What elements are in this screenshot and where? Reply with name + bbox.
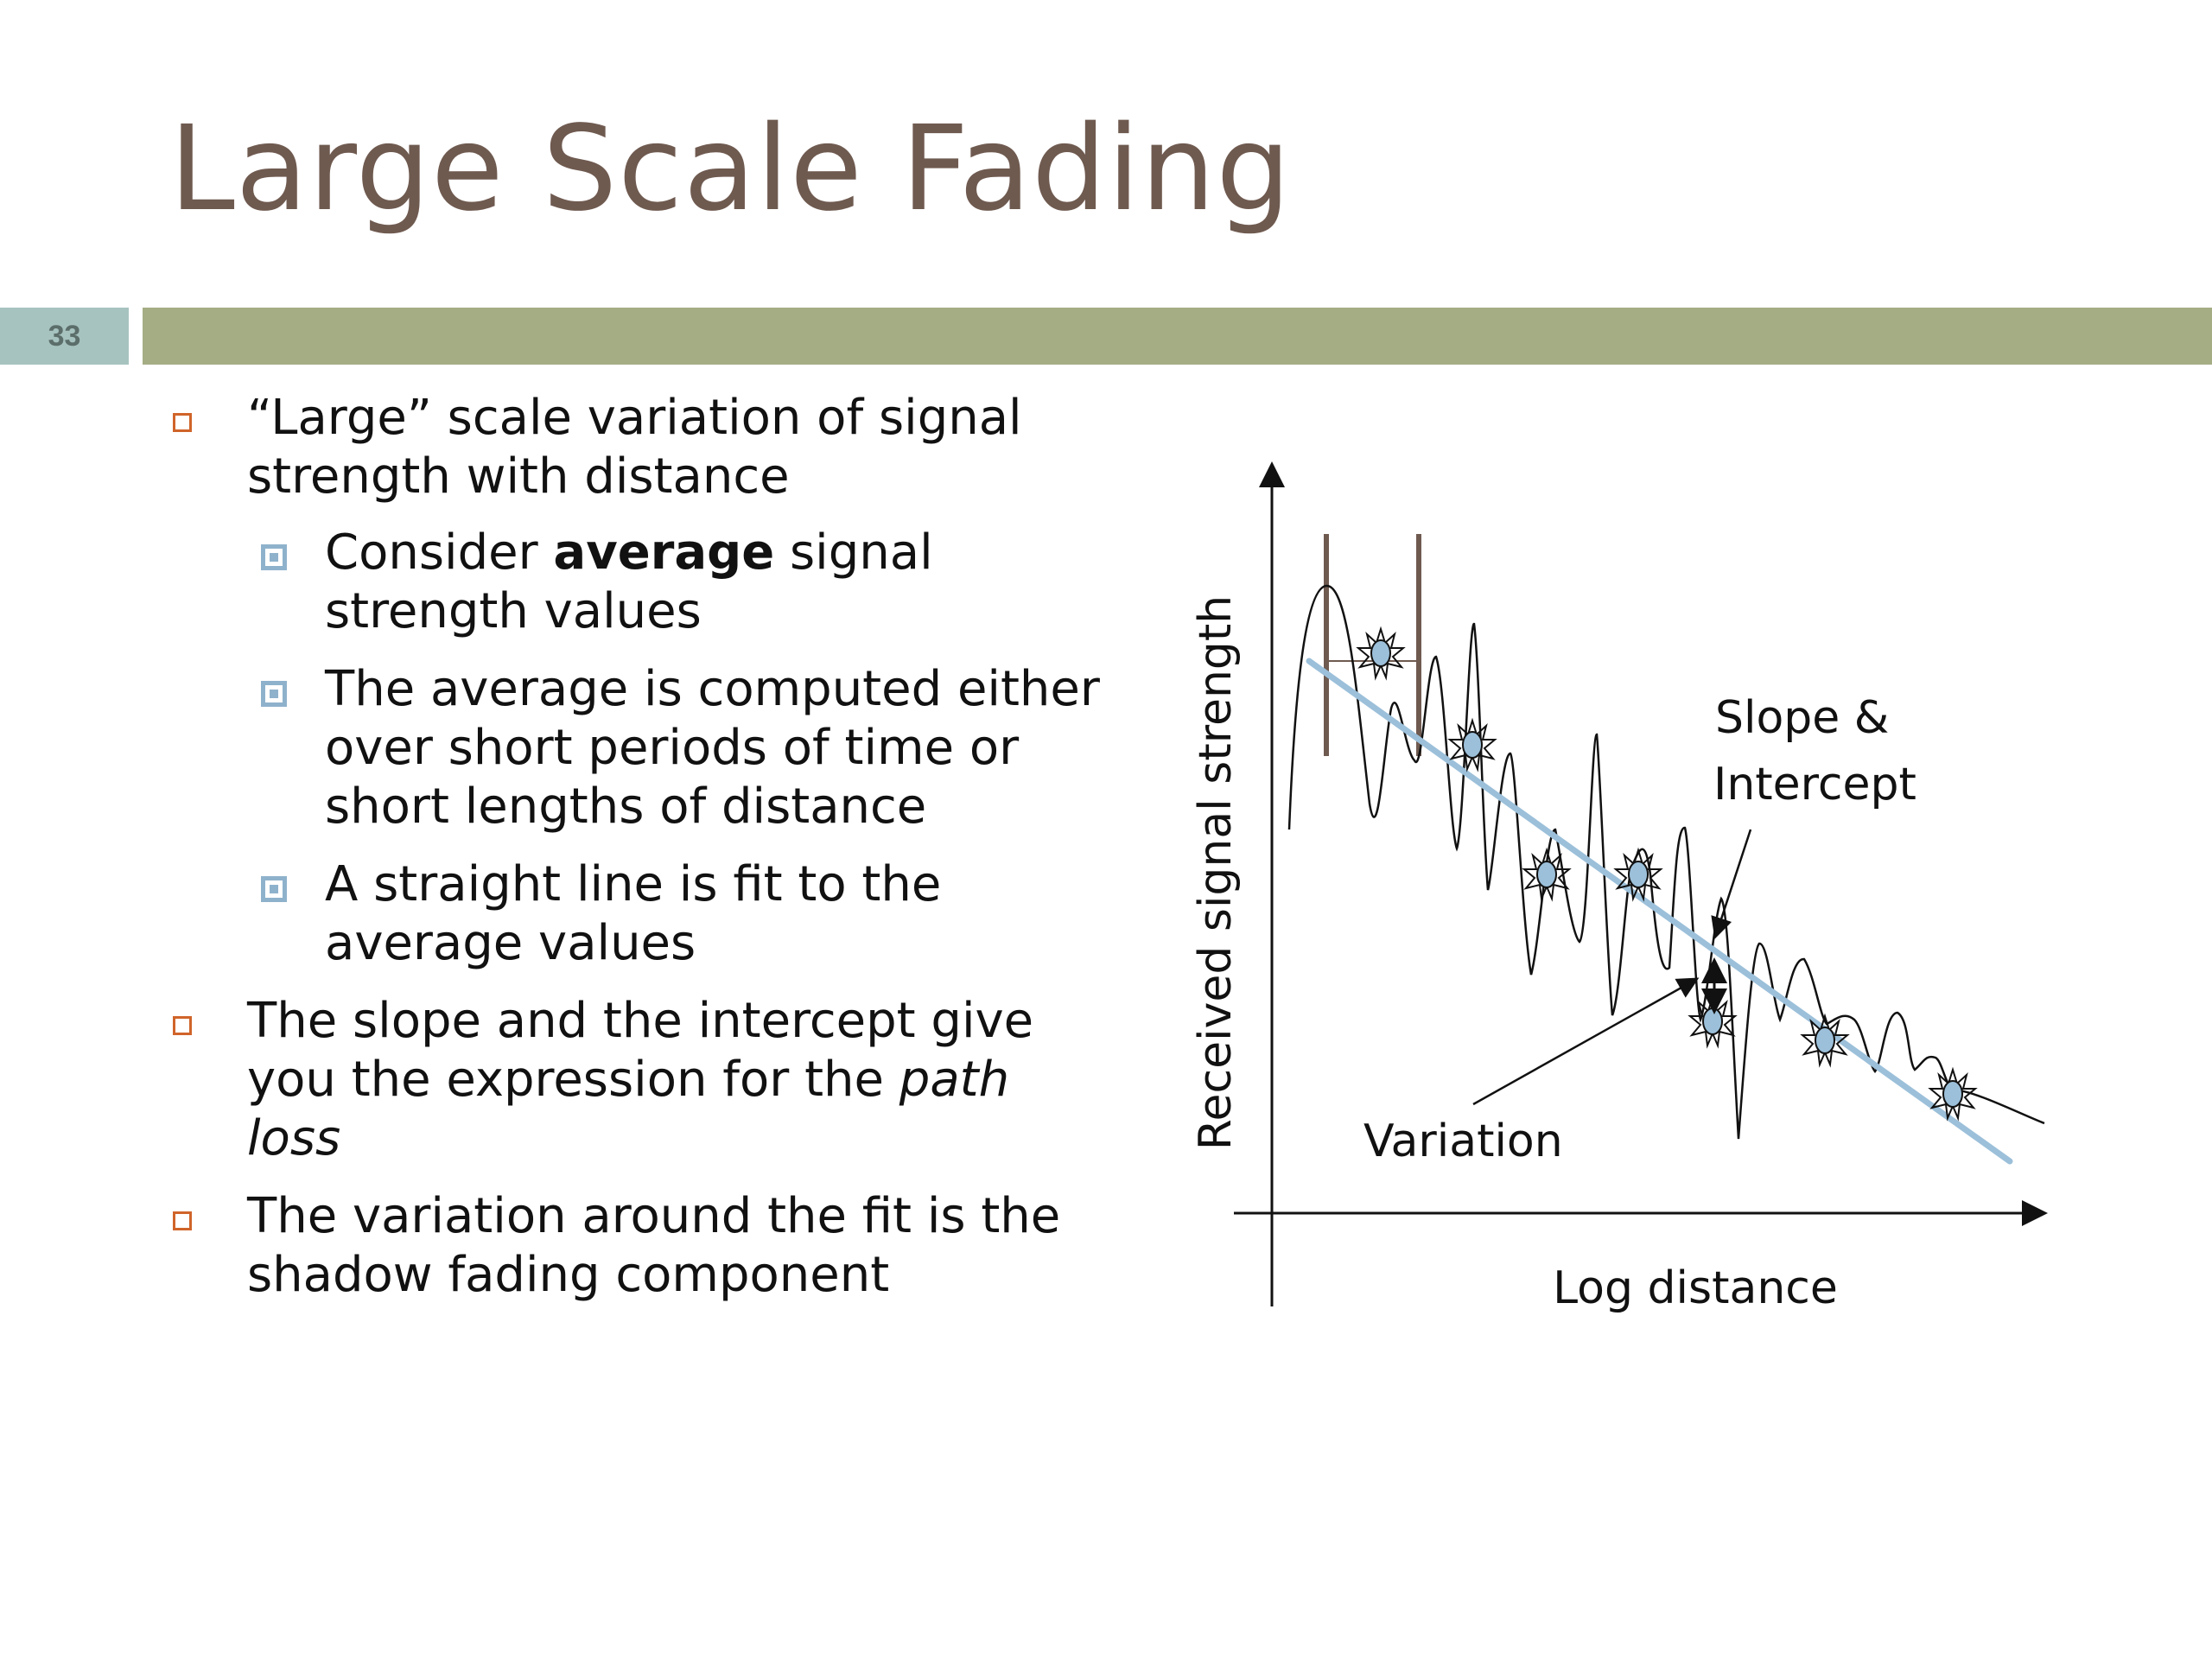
square-bullet-icon <box>173 1211 192 1230</box>
square-subbullet-icon <box>261 544 287 570</box>
bullet-text-post: signal strength values <box>325 524 933 639</box>
bullet-text-bold: average <box>553 524 775 581</box>
bullet-list: “Large” scale variation of signal streng… <box>169 389 1103 1324</box>
square-bullet-icon <box>173 413 192 432</box>
bullet-large-scale: “Large” scale variation of signal streng… <box>169 389 1103 506</box>
slope-callout-arrow <box>1711 829 1752 939</box>
average-marker <box>1356 626 1406 681</box>
average-marker <box>1928 1066 1978 1122</box>
square-subbullet-icon <box>261 876 287 902</box>
title-band <box>143 308 2212 365</box>
average-markers <box>1356 626 1978 1122</box>
subbullet-straight-line: A straight line is fit to the average va… <box>169 855 1103 973</box>
subbullet-average: Consider average signal strength values <box>169 524 1103 641</box>
bullet-text: A straight line is fit to the average va… <box>325 856 942 971</box>
slope-label: Slope & <box>1715 692 1889 744</box>
bullet-text-italic: path loss <box>247 1052 1010 1166</box>
bullet-variation: The variation around the fit is the shad… <box>169 1187 1103 1305</box>
average-marker <box>1800 1013 1850 1068</box>
fading-diagram: Slope & Intercept Variation Log distance… <box>1190 461 2048 1313</box>
slide-number: 33 <box>48 319 81 353</box>
average-marker <box>1522 847 1572 902</box>
average-marker <box>1688 994 1738 1049</box>
slide-number-box: 33 <box>0 308 129 365</box>
bullet-text: The average is computed either over shor… <box>325 661 1100 835</box>
x-axis-label: Log distance <box>1553 1262 1838 1313</box>
bullet-text: “Large” scale variation of signal streng… <box>247 390 1022 505</box>
slide-title: Large Scale Fading <box>169 101 1292 238</box>
fit-line <box>1306 658 2013 1165</box>
average-marker <box>1613 847 1663 902</box>
signal-waveform <box>1287 584 2045 1140</box>
subbullet-computed: The average is computed either over shor… <box>169 660 1103 836</box>
bullet-slope-intercept: The slope and the intercept give you the… <box>169 992 1103 1168</box>
bullet-text: The variation around the fit is the shad… <box>247 1188 1061 1303</box>
y-axis-label: Received signal strength <box>1190 595 1242 1150</box>
bullet-text-pre: The slope and the intercept give you the… <box>247 993 1034 1108</box>
square-bullet-icon <box>173 1016 192 1035</box>
square-subbullet-icon <box>261 681 287 707</box>
intercept-label: Intercept <box>1713 759 1916 810</box>
average-marker <box>1447 717 1497 772</box>
bullet-text-pre: Consider <box>325 524 554 581</box>
variation-callout-arrow <box>1472 977 1700 1106</box>
variation-label: Variation <box>1363 1116 1563 1167</box>
